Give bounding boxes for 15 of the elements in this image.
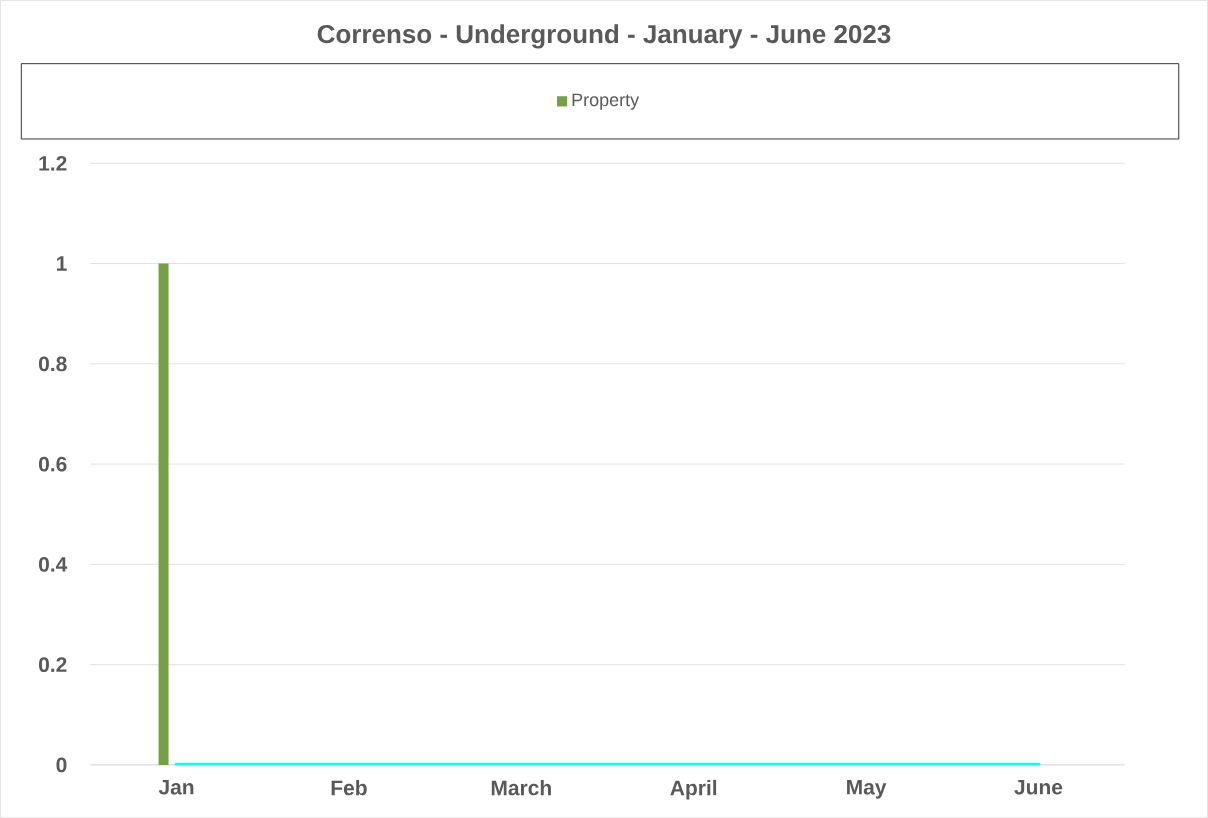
y-tick-label: 0 (56, 757, 67, 773)
y-tick-label: 0.6 (38, 456, 67, 472)
x-tick-label: Jan (158, 779, 194, 795)
x-tick-label: June (1014, 779, 1063, 795)
y-tick-label: 0.2 (38, 657, 67, 672)
y-tick-label: 0.8 (38, 356, 67, 372)
legend-label: Property (572, 93, 640, 110)
y-tick-label: 0.4 (38, 556, 68, 572)
x-tick-label: April (670, 779, 717, 800)
chart-title: Correnso - Underground - January - June 2023 (317, 24, 891, 49)
y-tick-label: 1.2 (39, 155, 67, 171)
x-tick-label: March (491, 779, 551, 796)
x-tick-label: May (847, 779, 887, 799)
x-tick-label: Feb (331, 779, 367, 796)
y-tick-label: 1 (56, 256, 67, 271)
